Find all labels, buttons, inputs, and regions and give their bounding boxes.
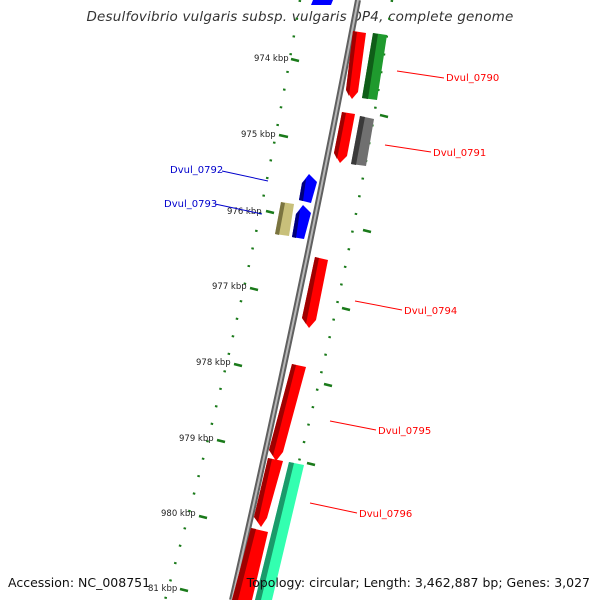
gene-label-dvul-0795[interactable]: Dvul_0795 (378, 426, 431, 437)
scale-label: 975 kbp (241, 130, 276, 140)
gene-label-dvul-0792[interactable]: Dvul_0792 (170, 165, 223, 176)
scale-label: 976 kbp (227, 207, 262, 217)
scale-label: 979 kbp (179, 434, 214, 444)
gene-partial-blue[interactable] (311, 0, 333, 5)
accession-text: Accession: NC_008751 (8, 575, 151, 590)
scale-label: 978 kbp (196, 358, 231, 368)
scale-tick (362, 228, 372, 234)
gene-shade (269, 364, 296, 456)
gene-label-dvul-0794[interactable]: Dvul_0794 (404, 306, 457, 317)
scale-label: 977 kbp (212, 282, 247, 292)
leader-dvul-0793 (214, 203, 263, 215)
scale-tick (179, 587, 189, 593)
gene-shade (299, 179, 306, 201)
leader-dvul-0791 (384, 144, 432, 153)
gene-dvul-0795-red[interactable] (269, 364, 306, 461)
scale-tick (306, 461, 316, 467)
leader-dvul-0790 (396, 70, 445, 79)
gene-dvul-0796-red[interactable] (254, 458, 283, 527)
scale-tick (323, 382, 333, 388)
scale-tick (341, 306, 351, 312)
gene-shade (302, 257, 319, 324)
gene-shade (362, 33, 378, 99)
scale-ticks (179, 57, 389, 593)
leader-dvul-0792 (221, 170, 269, 182)
label-leaders (214, 70, 445, 514)
scale-label: 980 kbp (161, 509, 196, 519)
scale-tick (233, 362, 243, 368)
gene-shade (351, 116, 365, 165)
genome-backbone-highlight (231, 0, 359, 600)
scale-label: 974 kbp (254, 54, 289, 64)
scale-label: 81 kbp (148, 584, 177, 594)
gene-shade (346, 31, 357, 96)
scale-tick (216, 438, 226, 444)
gene-label-dvul-0793[interactable]: Dvul_0793 (164, 199, 217, 210)
gene-shade (275, 202, 285, 235)
genome-title: Desulfovibrio vulgaris subsp. vulgaris D… (86, 9, 514, 25)
topology-text: Topology: circular; Length: 3,462,887 bp… (246, 575, 590, 590)
scale-tick (278, 133, 289, 139)
leader-dvul-0794 (354, 300, 403, 311)
gene-dvul-0791-red[interactable] (334, 112, 355, 163)
scale-tick (249, 286, 259, 292)
gene-shade (255, 462, 294, 600)
genome-backbone (229, 0, 361, 600)
scale-labels: 974 kbp 975 kbp 976 kbp 977 kbp 978 kbp … (148, 54, 289, 594)
scale-tick (265, 209, 275, 215)
gene-labels: Dvul_0790 Dvul_0791 Dvul_0792 Dvul_0793 … (164, 73, 499, 520)
scale-tick (379, 113, 389, 119)
leader-dvul-0796 (309, 502, 358, 514)
gene-label-dvul-0790[interactable]: Dvul_0790 (446, 73, 499, 84)
scale-tick (198, 514, 208, 520)
gene-shade (292, 210, 300, 238)
scale-tick (290, 57, 300, 63)
gene-shade (254, 458, 272, 522)
leader-dvul-0795 (329, 420, 377, 431)
gene-shade (334, 112, 346, 159)
gene-shade (232, 528, 256, 600)
gene-label-dvul-0796[interactable]: Dvul_0796 (359, 509, 412, 520)
gene-label-dvul-0791[interactable]: Dvul_0791 (433, 148, 486, 159)
